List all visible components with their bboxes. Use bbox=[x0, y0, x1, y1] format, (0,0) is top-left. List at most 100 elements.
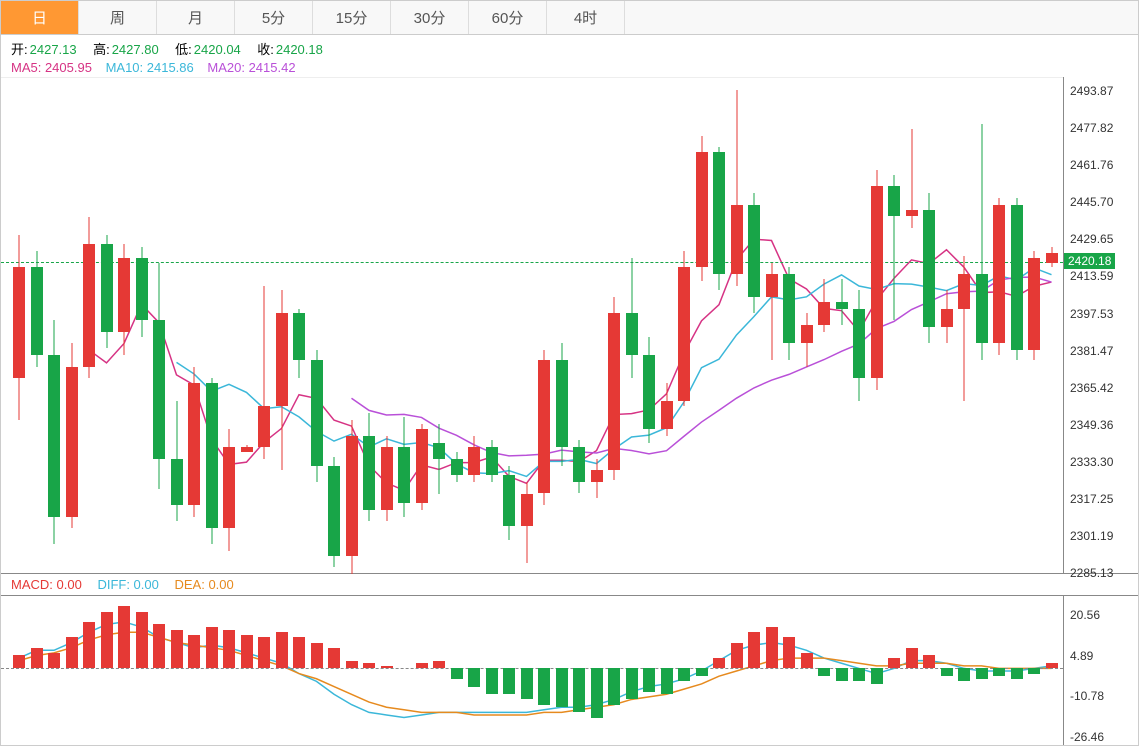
candle bbox=[1028, 78, 1040, 574]
candle bbox=[626, 78, 638, 574]
macd-bar bbox=[556, 668, 568, 707]
y-tick: 2317.25 bbox=[1070, 492, 1113, 506]
macd-bar bbox=[661, 668, 673, 694]
candle bbox=[13, 78, 25, 574]
tab-日[interactable]: 日 bbox=[1, 1, 79, 34]
candle bbox=[608, 78, 620, 574]
tab-周[interactable]: 周 bbox=[79, 1, 157, 34]
macd-plot-area bbox=[1, 596, 1063, 745]
macd-bar bbox=[1011, 668, 1023, 678]
macd-bar bbox=[346, 661, 358, 669]
ma5: MA5: 2405.95 bbox=[11, 60, 92, 75]
tab-4时[interactable]: 4时 bbox=[547, 1, 625, 34]
macd-header: MACD: 0.00 DIFF: 0.00 DEA: 0.00 bbox=[1, 573, 1138, 595]
macd-bar bbox=[783, 637, 795, 668]
ohlc-line: 开:2427.13 高:2427.80 低:2420.04 收:2420.18 bbox=[11, 39, 1128, 58]
dea-label: DEA: 0.00 bbox=[174, 577, 233, 592]
candle bbox=[888, 78, 900, 574]
open-value: 2427.13 bbox=[30, 42, 77, 57]
macd-label: MACD: 0.00 bbox=[11, 577, 82, 592]
candle bbox=[398, 78, 410, 574]
macd-bar bbox=[363, 663, 375, 668]
candle bbox=[1046, 78, 1058, 574]
macd-bar bbox=[188, 635, 200, 669]
macd-bar bbox=[101, 612, 113, 669]
candle bbox=[468, 78, 480, 574]
y-tick: 2349.36 bbox=[1070, 418, 1113, 432]
y-tick: 2381.47 bbox=[1070, 344, 1113, 358]
candle bbox=[1011, 78, 1023, 574]
macd-bar bbox=[381, 666, 393, 669]
macd-chart[interactable]: 20.564.89-10.78-26.46 bbox=[1, 595, 1138, 745]
macd-bar bbox=[293, 637, 305, 668]
macd-bar bbox=[66, 637, 78, 668]
candle bbox=[328, 78, 340, 574]
tab-15分[interactable]: 15分 bbox=[313, 1, 391, 34]
macd-tick: -26.46 bbox=[1070, 730, 1104, 744]
candle bbox=[731, 78, 743, 574]
candle bbox=[101, 78, 113, 574]
high-label: 高: bbox=[93, 42, 110, 57]
tab-5分[interactable]: 5分 bbox=[235, 1, 313, 34]
candle bbox=[206, 78, 218, 574]
candle bbox=[241, 78, 253, 574]
candle bbox=[451, 78, 463, 574]
macd-bar bbox=[923, 655, 935, 668]
ma20: MA20: 2415.42 bbox=[207, 60, 295, 75]
candle bbox=[293, 78, 305, 574]
macd-bar bbox=[153, 624, 165, 668]
candle bbox=[486, 78, 498, 574]
candle bbox=[153, 78, 165, 574]
candle bbox=[416, 78, 428, 574]
y-tick: 2445.70 bbox=[1070, 195, 1113, 209]
tab-60分[interactable]: 60分 bbox=[469, 1, 547, 34]
macd-bar bbox=[1046, 663, 1058, 668]
y-tick: 2413.59 bbox=[1070, 269, 1113, 283]
candle bbox=[118, 78, 130, 574]
macd-bar bbox=[486, 668, 498, 694]
candle bbox=[678, 78, 690, 574]
macd-bar bbox=[836, 668, 848, 681]
close-value: 2420.18 bbox=[276, 42, 323, 57]
candle bbox=[573, 78, 585, 574]
tab-月[interactable]: 月 bbox=[157, 1, 235, 34]
y-tick: 2301.19 bbox=[1070, 529, 1113, 543]
candle bbox=[171, 78, 183, 574]
candle bbox=[258, 78, 270, 574]
candlestick-chart[interactable]: 2493.872477.822461.762445.702429.652413.… bbox=[1, 77, 1138, 573]
candle bbox=[433, 78, 445, 574]
candle bbox=[818, 78, 830, 574]
macd-bar bbox=[766, 627, 778, 668]
macd-bar bbox=[608, 668, 620, 704]
low-value: 2420.04 bbox=[194, 42, 241, 57]
macd-bar bbox=[696, 668, 708, 676]
candle bbox=[188, 78, 200, 574]
candle bbox=[538, 78, 550, 574]
ma10: MA10: 2415.86 bbox=[106, 60, 194, 75]
macd-bar bbox=[13, 655, 25, 668]
candle bbox=[591, 78, 603, 574]
candle bbox=[83, 78, 95, 574]
candle bbox=[661, 78, 673, 574]
low-label: 低: bbox=[175, 42, 192, 57]
ma-line: MA5: 2405.95 MA10: 2415.86 MA20: 2415.42 bbox=[11, 60, 1128, 75]
chart-plot-area bbox=[1, 77, 1063, 573]
macd-bar bbox=[1028, 668, 1040, 673]
macd-bar bbox=[626, 668, 638, 699]
macd-bar bbox=[573, 668, 585, 712]
candle bbox=[923, 78, 935, 574]
candle bbox=[643, 78, 655, 574]
macd-bar bbox=[976, 668, 988, 678]
candle bbox=[31, 78, 43, 574]
macd-tick: 20.56 bbox=[1070, 608, 1100, 622]
diff-label: DIFF: 0.00 bbox=[97, 577, 158, 592]
y-tick: 2493.87 bbox=[1070, 84, 1113, 98]
tab-30分[interactable]: 30分 bbox=[391, 1, 469, 34]
candle bbox=[276, 78, 288, 574]
candle bbox=[66, 78, 78, 574]
macd-bar bbox=[83, 622, 95, 669]
open-label: 开: bbox=[11, 42, 28, 57]
macd-bar bbox=[48, 653, 60, 669]
macd-bar bbox=[993, 668, 1005, 676]
macd-bar bbox=[591, 668, 603, 717]
